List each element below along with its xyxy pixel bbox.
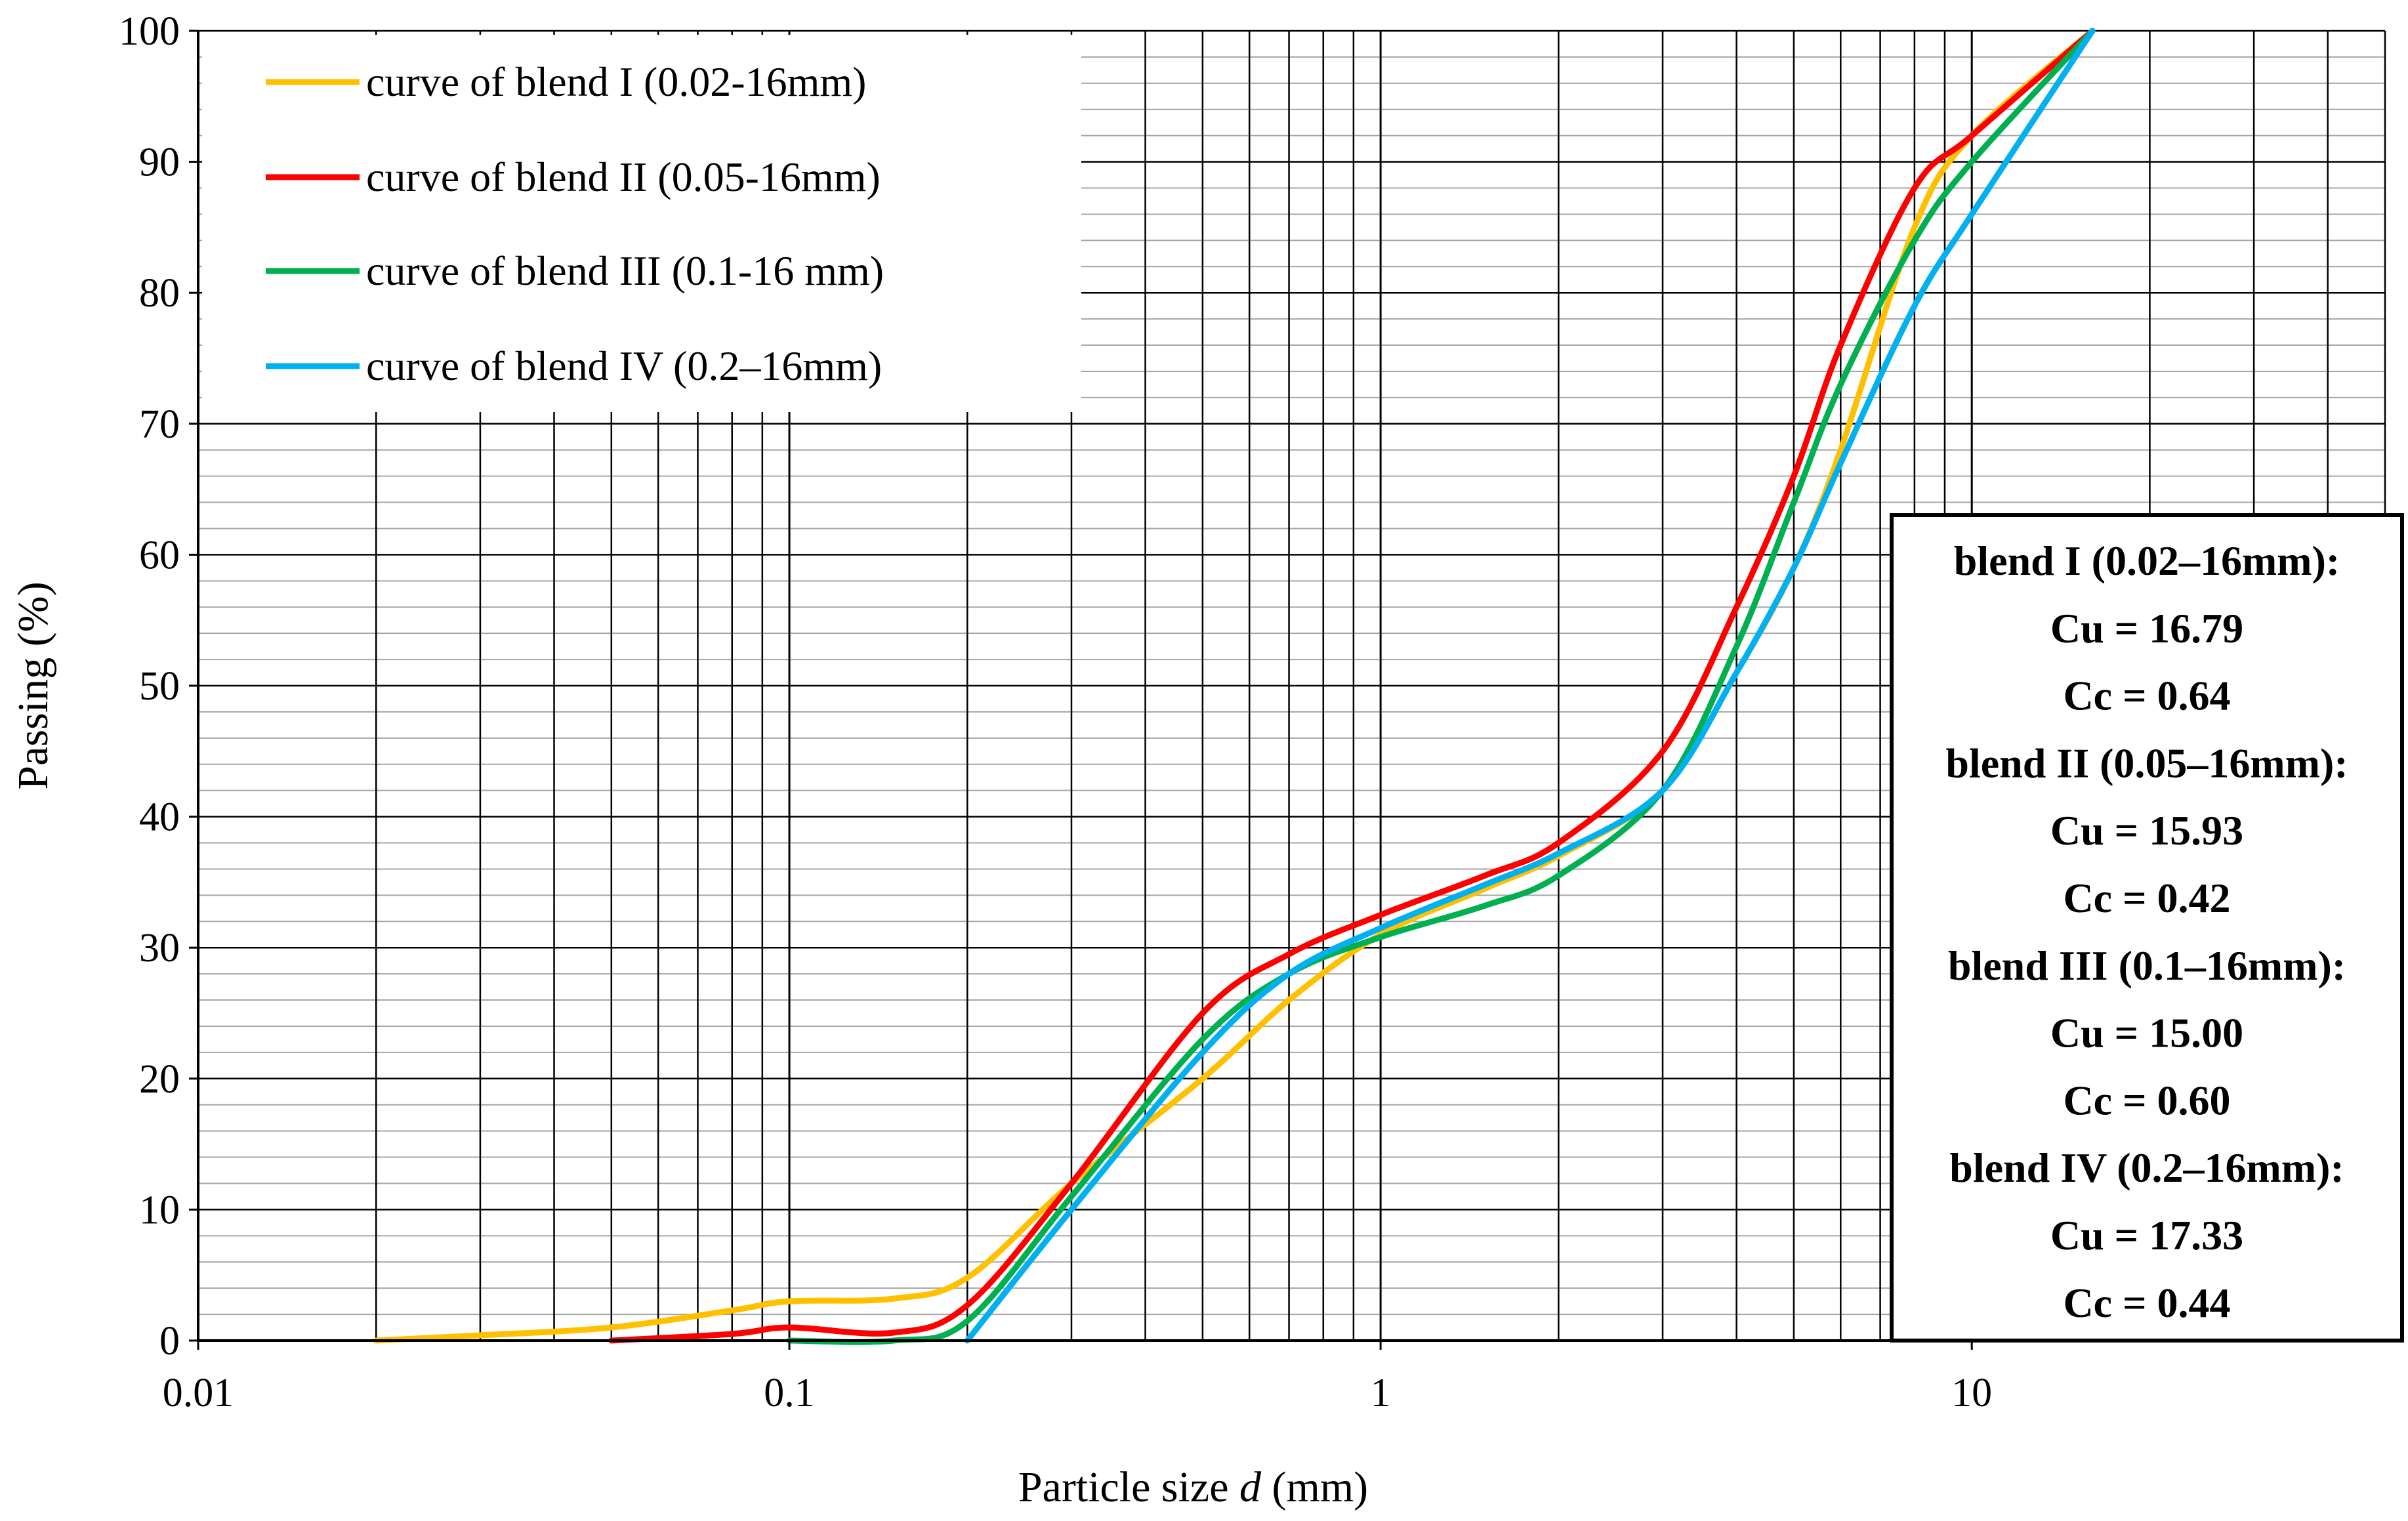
stats-box-frame	[1890, 513, 2404, 1343]
legend: curve of blend I (0.02-16mm) curve of ble…	[266, 58, 884, 389]
stats-box: blend I (0.02–16mm): Cu = 16.79 Cc = 0.64 b…	[1890, 513, 2404, 1343]
y-tick-label: 0	[159, 1319, 180, 1364]
series-line	[608, 28, 2096, 1344]
stats-line: Cc = 0.64	[2063, 673, 2230, 719]
y-tick-label: 40	[139, 795, 180, 840]
x-tick-labels: 0.01 0.1 1 10	[163, 1371, 1992, 1415]
stats-line: Cc = 0.60	[2063, 1077, 2230, 1123]
y-tick-label: 50	[139, 664, 180, 709]
y-tick-labels: 0 10 20 30 40 50 60 70 80 90 100	[119, 9, 180, 1364]
x-axis-title-prefix: Particle size	[1018, 1463, 1239, 1511]
y-tick-label: 90	[139, 140, 180, 185]
legend-label: curve of blend III (0.1-16 mm)	[366, 247, 884, 294]
stats-line: Cc = 0.44	[2063, 1280, 2230, 1326]
legend-background	[202, 35, 1081, 412]
series-line	[964, 28, 2096, 1344]
x-tick-label: 0.1	[764, 1371, 815, 1415]
y-tick-label: 100	[119, 9, 180, 54]
x-tick-label: 1	[1371, 1371, 1391, 1415]
x-axis-title-suffix: (mm)	[1261, 1463, 1368, 1511]
y-tick-label: 70	[139, 402, 180, 447]
y-axis-title: Passing (%)	[9, 581, 57, 789]
stats-line: Cc = 0.42	[2063, 875, 2230, 921]
y-tick-label: 80	[139, 271, 180, 316]
legend-label: curve of blend II (0.05-16mm)	[366, 154, 881, 200]
x-tick-label: 10	[1951, 1371, 1992, 1415]
stats-line: blend II (0.05–16mm):	[1945, 740, 2348, 786]
y-tick-label: 10	[139, 1188, 180, 1232]
x-axis-title: Particle size d (mm)	[1018, 1463, 1368, 1511]
stats-line: blend IV (0.2–16mm):	[1949, 1144, 2344, 1191]
y-tick-label: 20	[139, 1057, 180, 1102]
stats-line: Cu = 17.33	[2050, 1212, 2243, 1259]
series-lines	[373, 28, 2096, 1345]
legend-label: curve of blend IV (0.2–16mm)	[366, 343, 882, 389]
y-tick-label: 60	[139, 533, 180, 577]
y-tick-label: 30	[139, 926, 180, 970]
x-axis-title-variable: d	[1239, 1463, 1262, 1511]
stats-line: Cu = 15.00	[2050, 1010, 2243, 1056]
stats-line: blend I (0.02–16mm):	[1954, 537, 2340, 584]
series-line	[786, 28, 2096, 1345]
x-tick-label: 0.01	[163, 1371, 234, 1415]
legend-label: curve of blend I (0.02-16mm)	[366, 58, 866, 105]
stats-line: Cu = 15.93	[2050, 807, 2243, 854]
stats-line: Cu = 16.79	[2050, 605, 2243, 652]
stats-line: blend III (0.1–16mm):	[1948, 942, 2346, 989]
